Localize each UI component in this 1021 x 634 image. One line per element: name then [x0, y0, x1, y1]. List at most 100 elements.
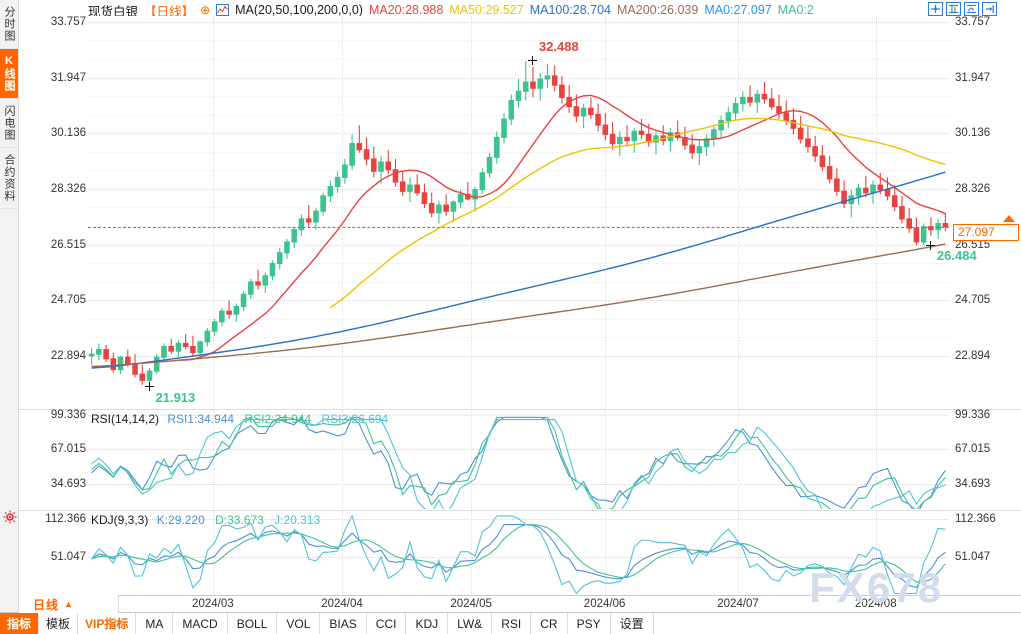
toolbar-item-cci[interactable]: CCI [367, 613, 407, 634]
chart-tool-icons [928, 2, 997, 16]
ma200-value: MA200:26.039 [617, 3, 699, 17]
left-sidebar: 分时图 K线图 闪电图 合约资料 [0, 0, 19, 612]
price-tick-left: 31.947 [50, 71, 86, 84]
ma50-value: MA50:29.527 [449, 3, 524, 17]
x-axis-panel: 2024/03 2024/04 2024/05 2024/06 2024/07 2024/… [19, 595, 1021, 612]
price-gridline [88, 21, 949, 23]
current-price-line [88, 226, 949, 228]
rsi-legend: RSI(14,14,2) RSI1:34.944 RSI2:34.944 RSI… [91, 412, 395, 426]
price-gridline [88, 355, 949, 357]
low-marker-cross [145, 381, 154, 391]
toolbar-item-模板[interactable]: 模板 [39, 613, 79, 634]
x-axis-label: 2024/03 [192, 598, 234, 610]
period-triangle-icon: ▲ [64, 599, 73, 609]
price-tick-left: 30.136 [50, 127, 86, 140]
kdj-legend: KDJ(9,3,3) K:29.220 D:33.673 J:20.313 [91, 513, 327, 527]
toolbar-item-指标[interactable]: 指标 [0, 613, 40, 634]
toolbar-item-psy[interactable]: PSY [568, 613, 611, 634]
price-minor-gridline [88, 263, 949, 265]
price-plot-area[interactable] [88, 16, 949, 408]
price-tick-right: 30.136 [955, 127, 991, 140]
brightness-sun-icon[interactable] [3, 510, 17, 524]
toolbar-item-vol[interactable]: VOL [277, 613, 321, 634]
toolbar-item-boll[interactable]: BOLL [228, 613, 278, 634]
toolbar-item-rsi[interactable]: RSI [492, 613, 532, 634]
toolbar-item-bias[interactable]: BIAS [320, 613, 367, 634]
price-minor-gridline [88, 59, 949, 61]
rsi1-value: RSI1:34.944 [167, 412, 235, 426]
price-tick-left: 24.705 [50, 294, 86, 307]
sidebar-item-lightning[interactable]: 闪电图 [0, 99, 18, 148]
rsi-tick-left: 99.336 [50, 408, 86, 421]
toolbar-item-ma[interactable]: MA [136, 613, 174, 634]
kdj-gridline [88, 557, 949, 559]
ma-line-ma100 [91, 171, 946, 369]
period-circle-icon[interactable]: ⊕ [200, 3, 211, 17]
toolbar-item-lw[interactable]: LW& [448, 613, 493, 634]
d-value: D:33.673 [215, 513, 264, 527]
kdj-month-gridline [875, 511, 877, 595]
toolbar-item-vip指标[interactable]: VIP指标 [78, 613, 137, 634]
rsi-tick-left: 67.015 [50, 443, 86, 456]
price-axis-right: 33.757 31.947 30.136 28.326 26.515 24.705 22.8… [951, 16, 1021, 408]
ma-line-ma20 [171, 94, 946, 362]
crosshair-icon[interactable] [928, 2, 943, 16]
rsi-month-gridline [341, 410, 343, 509]
kdj-month-gridline [471, 511, 473, 595]
kdj-month-gridline [604, 511, 606, 595]
price-chart-panel[interactable]: 33.757 31.947 30.136 28.326 26.515 24.705 22.8… [19, 16, 1021, 408]
kdj-axis-right: 112.366 51.047 [951, 511, 1021, 595]
indicator-chart-icon[interactable] [216, 4, 230, 16]
price-minor-gridline [88, 337, 949, 339]
toolbar-item-cr[interactable]: CR [531, 613, 568, 634]
period-low-label: 21.913 [155, 390, 196, 406]
rsi-plot-area[interactable] [88, 410, 949, 509]
price-tick-left: 33.757 [50, 15, 86, 28]
price-minor-gridline [88, 151, 949, 153]
price-month-gridline [604, 16, 606, 408]
rsi-line-rsi2 [91, 416, 946, 509]
rsi-tick-left: 34.693 [50, 477, 86, 490]
symbol-name: 现货白银 [88, 4, 139, 19]
rsi-gridline [88, 449, 949, 451]
kdj-plot-area[interactable] [88, 511, 949, 595]
toolbar-item-设置[interactable]: 设置 [611, 613, 654, 634]
fit-height-icon[interactable] [946, 2, 961, 16]
chart-legend-header: 现货白银 【日线】 ⊕ MA(20,50,100,200,0,0) MA20:2… [88, 2, 820, 19]
price-minor-gridline [88, 114, 949, 116]
price-tick-left: 28.326 [50, 182, 86, 195]
price-minor-gridline [88, 318, 949, 320]
toolbar-item-kdj[interactable]: KDJ [406, 613, 449, 634]
sidebar-item-timeshare[interactable]: 分时图 [0, 0, 18, 49]
ma-line-ma200 [91, 243, 946, 368]
price-gridline [88, 77, 949, 79]
current-price-label[interactable]: 27.097 [953, 223, 1019, 241]
price-gridline [88, 188, 949, 190]
price-minor-gridline [88, 40, 949, 42]
kdj-indicator-panel[interactable]: KDJ(9,3,3) K:29.220 D:33.673 J:20.313 11… [19, 510, 1021, 595]
rsi-indicator-panel[interactable]: RSI(14,14,2) RSI1:34.944 RSI2:34.944 RSI… [19, 409, 1021, 509]
kdj-title: KDJ(9,3,3) [91, 513, 149, 527]
price-tick-right: 26.515 [955, 238, 991, 251]
rsi-month-gridline [604, 410, 606, 509]
sidebar-item-kline[interactable]: K线图 [0, 49, 18, 99]
sidebar-item-contract-info[interactable]: 合约资料 [0, 148, 18, 209]
toolbar-item-macd[interactable]: MACD [173, 613, 228, 634]
rsi-title: RSI(14,14,2) [91, 412, 160, 426]
kdj-month-gridline [212, 511, 214, 595]
rsi-series [91, 416, 946, 509]
price-axis-left: 33.757 31.947 30.136 28.326 26.515 24.705 22.8… [19, 16, 89, 408]
price-minor-gridline [88, 281, 949, 283]
x-axis-label: 2024/07 [717, 598, 759, 610]
kdj-month-gridline [738, 511, 740, 595]
indicator-toolbar: 指标 模板 VIP指标 MA MACD BOLL VOL BIAS CCI KDJ LW& RSI CR… [0, 612, 1021, 634]
fit-width-icon[interactable] [964, 2, 979, 16]
symbol-period: 【日线】 [144, 4, 195, 19]
price-tick-right: 31.947 [955, 71, 991, 84]
price-gridline [88, 300, 949, 302]
shift-right-icon[interactable] [982, 2, 997, 16]
price-minor-gridline [88, 207, 949, 209]
kdj-tick-right: 112.366 [955, 513, 996, 526]
period-selector[interactable]: 日线 ▲ [19, 595, 119, 613]
